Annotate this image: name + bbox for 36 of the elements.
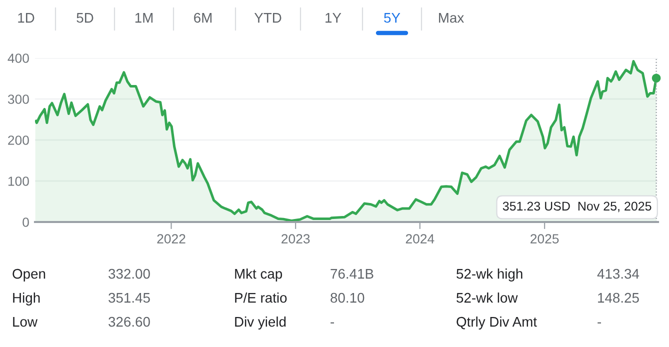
category-label: 5Y	[384, 13, 400, 23]
category-label: 1Y	[326, 13, 342, 23]
category-label: 1D	[18, 13, 34, 23]
text: 326.60	[108, 316, 150, 327]
y-tick-label: 100	[8, 176, 29, 186]
text: 332.00	[108, 268, 150, 279]
text: P/E ratio	[235, 292, 287, 303]
text: Div yield	[235, 316, 286, 330]
category-label: 1M	[135, 13, 153, 23]
y-tick-label: 200	[8, 136, 29, 145]
x-tick-label: 2025	[530, 234, 559, 244]
text: Open	[12, 268, 46, 282]
text: 413.34	[597, 268, 640, 279]
category-label: 6M	[194, 12, 212, 23]
x-tick-label: 2022	[157, 234, 186, 244]
text: -	[598, 322, 602, 324]
text: Low	[13, 317, 38, 327]
text: 76.41B	[330, 268, 374, 279]
annotation: 351.23 USD Nov 25, 2025	[502, 202, 652, 212]
text: 52-wk high	[456, 268, 522, 282]
text: 351.45	[108, 292, 150, 303]
text: High	[13, 292, 40, 306]
text: 80.10	[330, 292, 364, 303]
text: Qtrly Div Amt	[456, 316, 537, 330]
text: -	[330, 322, 334, 324]
category-label: 5D	[76, 13, 94, 23]
category-label: YTD	[254, 13, 282, 23]
x-tick-label: 2024	[406, 234, 434, 244]
y-tick-label: 300	[8, 94, 29, 104]
category-label: Max	[439, 13, 464, 23]
text: 148.25	[598, 292, 639, 303]
text: 52-wk low	[456, 292, 518, 303]
text: Mkt cap	[235, 268, 282, 282]
y-tick-label: 0	[22, 218, 29, 227]
x-tick-label: 2023	[282, 234, 310, 244]
y-tick-label: 400	[8, 54, 29, 63]
